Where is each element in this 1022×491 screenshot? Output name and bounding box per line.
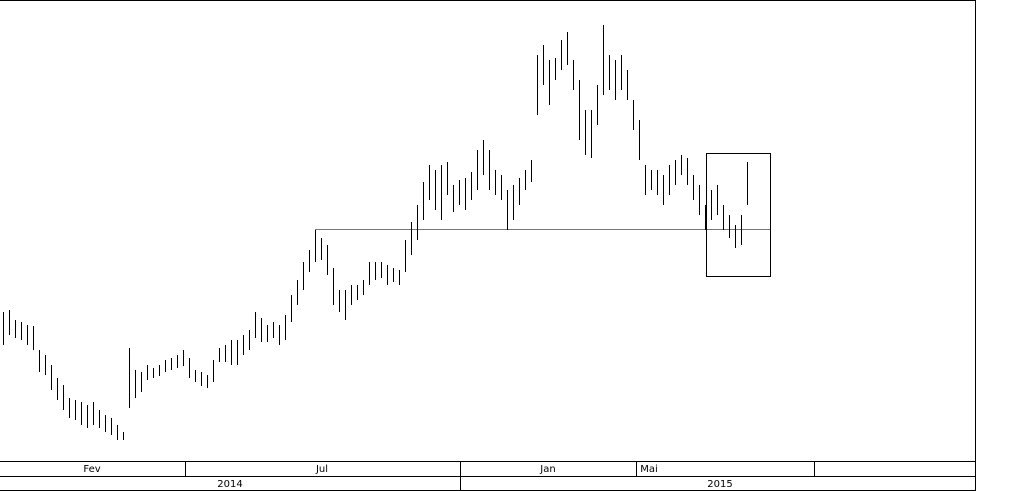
year-label: 2015 [707, 479, 732, 490]
highlight-box [706, 153, 771, 277]
month-label: Mai [640, 464, 658, 475]
month-label: Fev [83, 464, 100, 475]
month-label: Jan [539, 464, 555, 475]
year-label: 2014 [217, 479, 242, 490]
month-label: Jul [315, 464, 328, 475]
